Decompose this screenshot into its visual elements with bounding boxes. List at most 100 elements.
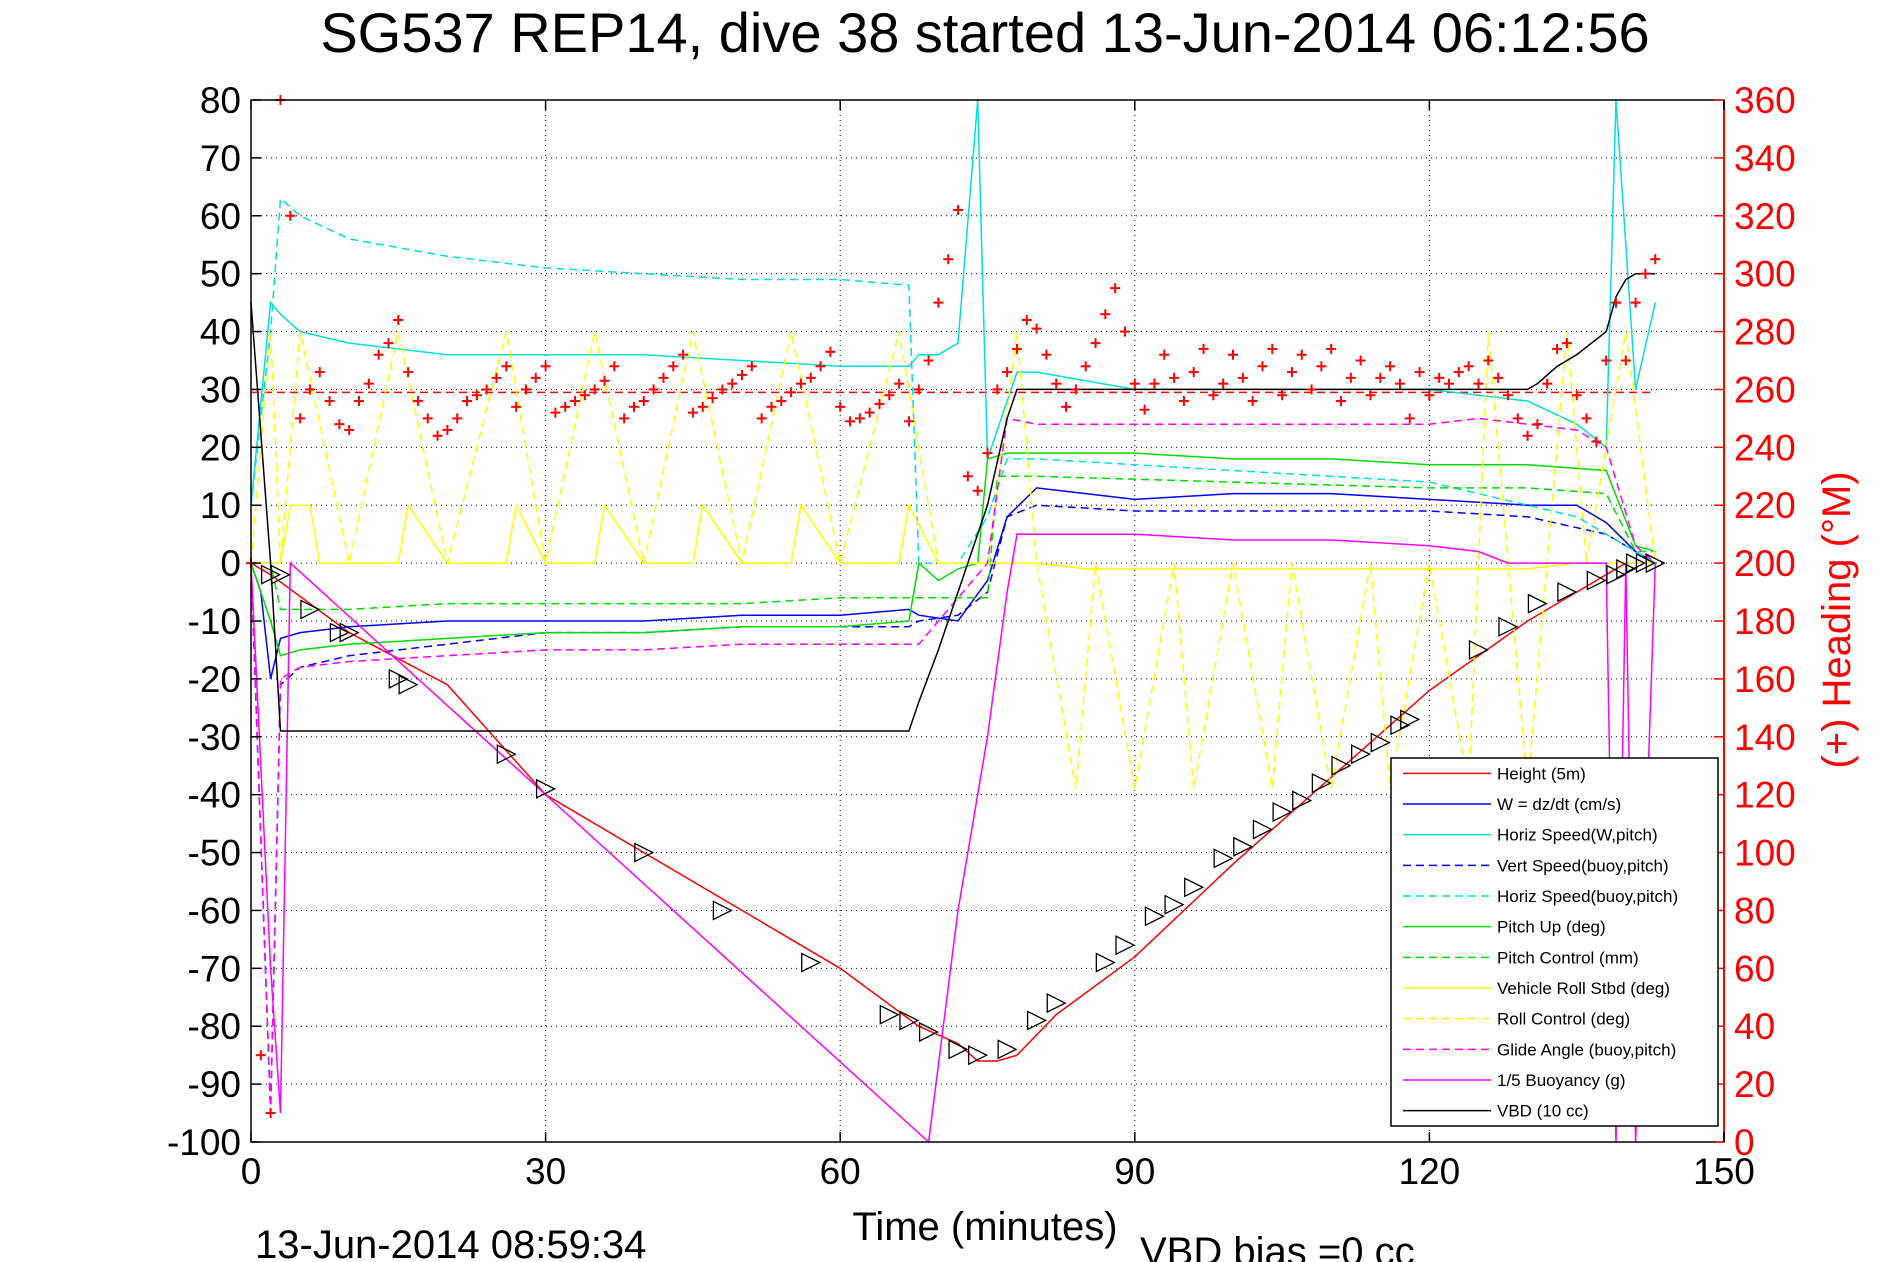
triangle-marker [1390,715,1411,736]
y-right-tick-label: 120 [1734,775,1796,816]
triangle-marker [1026,1010,1048,1031]
x-tick-label: 150 [1693,1151,1755,1192]
heading-marker [1267,343,1278,354]
heading-marker [1355,355,1366,366]
legend-label-7: Vehicle Roll Stbd (deg) [1497,979,1670,998]
heading-marker [550,407,561,418]
heading-marker [1139,404,1150,415]
heading-marker [874,398,885,409]
heading-marker [1463,361,1474,372]
triangle-marker [879,1004,900,1025]
triangle-marker [1351,744,1372,765]
heading-marker [560,401,571,412]
y-right-tick-label: 240 [1734,427,1796,468]
heading-marker [1316,361,1327,372]
heading-marker [579,390,590,401]
heading-marker [668,361,679,372]
heading-marker [854,413,865,424]
heading-marker [894,378,905,389]
legend-box [1390,757,1719,1127]
heading-marker [717,384,728,395]
heading-marker [1178,396,1189,407]
y-tick-label: 20 [200,427,241,468]
heading-marker [324,396,335,407]
heading-marker [1404,413,1415,424]
legend-label-8: Roll Control (deg) [1497,1010,1630,1029]
heading-marker [1552,343,1563,354]
y-tick-label: -10 [188,601,241,642]
heading-marker [1385,361,1396,372]
y-right-tick-label: 160 [1734,659,1796,700]
heading-marker [304,384,315,395]
heading-marker [501,361,512,372]
heading-marker [1218,378,1229,389]
legend-label-0: Height (5m) [1497,764,1586,783]
heading-marker [1188,367,1199,378]
heading-marker [1011,343,1022,354]
legend-label-3: Vert Speed(buoy,pitch) [1497,856,1669,875]
triangle-marker [1311,773,1332,794]
triangle-marker [496,744,517,765]
heading-marker [491,372,502,383]
y-right-tick-label: 200 [1734,543,1796,584]
heading-marker [1365,390,1376,401]
y-tick-label: 50 [200,254,241,295]
heading-marker [825,346,836,357]
heading-marker [1169,372,1180,383]
heading-marker [1002,367,1013,378]
x-tick-label: 30 [525,1151,566,1192]
series-line-6 [251,475,1656,611]
heading-marker [1198,343,1209,354]
heading-marker [1336,396,1347,407]
legend-label-6: Pitch Control (mm) [1497,948,1639,967]
heading-marker [648,384,659,395]
y-right-tick-label: 140 [1734,717,1796,758]
heading-marker [422,413,433,424]
heading-marker [1237,372,1248,383]
heading-marker [1110,283,1121,294]
heading-marker [678,349,689,360]
heading-marker [658,372,669,383]
heading-marker [471,390,482,401]
legend-label-9: Glide Angle (buoy,pitch) [1497,1040,1676,1059]
series-line-8 [250,331,1657,790]
heading-marker [864,407,875,418]
heading-marker [1159,349,1170,360]
triangle-marker [1400,709,1421,730]
y-right-tick-label: 40 [1734,1006,1775,1047]
heading-marker [363,378,374,389]
triangle-marker [1184,877,1205,898]
heading-marker [373,349,384,360]
series-line-10 [250,533,1657,1144]
heading-marker [972,485,983,496]
x-tick-label: 90 [1114,1151,1155,1192]
heading-marker [1532,419,1543,430]
y-tick-label: 80 [200,80,241,121]
heading-marker [1149,378,1160,389]
y-tick-label: 70 [200,138,241,179]
tick-labels: 0 30 60 90 120 15080706050403020100-10-20-30-… [167,80,1796,1192]
heading-marker [1473,378,1484,389]
triangle-marker [300,599,321,620]
legend-label-1: W = dz/dt (cm/s) [1497,795,1621,814]
heading-marker [1375,372,1386,383]
triangle-marker [1164,894,1185,915]
heading-marker [295,413,306,424]
heading-marker [815,361,826,372]
heading-marker [285,210,296,221]
heading-marker [638,396,649,407]
heading-marker [786,387,797,398]
heading-marker [1228,349,1238,360]
heading-marker [1257,361,1268,372]
heading-marker [1090,338,1101,349]
triangle-marker [1606,564,1627,585]
heading-marker [1119,326,1130,337]
heading-marker [1080,361,1091,372]
heading-marker [913,384,924,395]
heading-marker [265,1108,276,1119]
heading-marker [1286,367,1297,378]
triangle-marker [1272,801,1293,823]
heading-marker [1630,297,1641,308]
y-tick-label: -20 [188,659,241,700]
